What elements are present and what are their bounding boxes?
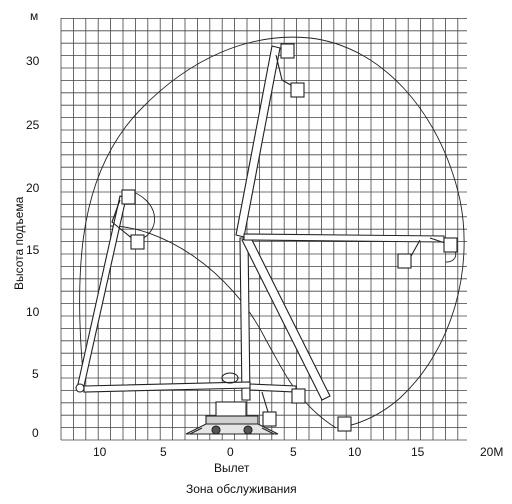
work-baskets [121, 43, 458, 432]
x-tick-10-left: 10 [93, 445, 107, 459]
basket-right-outer [443, 237, 458, 253]
x-tick-15-right: 15 [411, 445, 425, 459]
vehicle-chassis [185, 401, 279, 435]
y-tick-20: 20 [26, 181, 40, 195]
x-end-label: 20М [480, 445, 503, 459]
y-axis-label: Высота подъема [12, 196, 26, 290]
y-tick-25: 25 [26, 118, 40, 132]
x-tick-5-right: 5 [290, 445, 297, 459]
outer-envelope [79, 36, 465, 429]
boom-vertical-position [235, 45, 331, 401]
left-basket-arc [127, 189, 155, 241]
x-tick-0: 0 [227, 445, 234, 459]
y-unit-label: м [30, 9, 38, 23]
basket-right-inner [397, 253, 412, 269]
basket-top [280, 43, 295, 59]
basket-low-center [262, 411, 277, 427]
y-tick-5: 5 [32, 367, 39, 381]
y-tick-10: 10 [26, 305, 40, 319]
basket-left-lower [130, 234, 145, 250]
basket-ground-right [337, 416, 352, 432]
grid [60, 17, 467, 441]
x-tick-10-right: 10 [348, 445, 362, 459]
boom-left-reach [75, 195, 251, 393]
y-tick-15: 15 [26, 243, 40, 257]
diagram-caption: Зона обслуживания [186, 482, 297, 496]
x-axis-label: Вылет [214, 461, 250, 475]
y-tick-0: 0 [32, 426, 39, 440]
basket-low-right [291, 388, 306, 404]
y-tick-30: 30 [26, 54, 40, 68]
basket-top-lower [290, 82, 305, 98]
basket-left-upper [121, 189, 136, 205]
x-tick-5-left: 5 [160, 445, 167, 459]
